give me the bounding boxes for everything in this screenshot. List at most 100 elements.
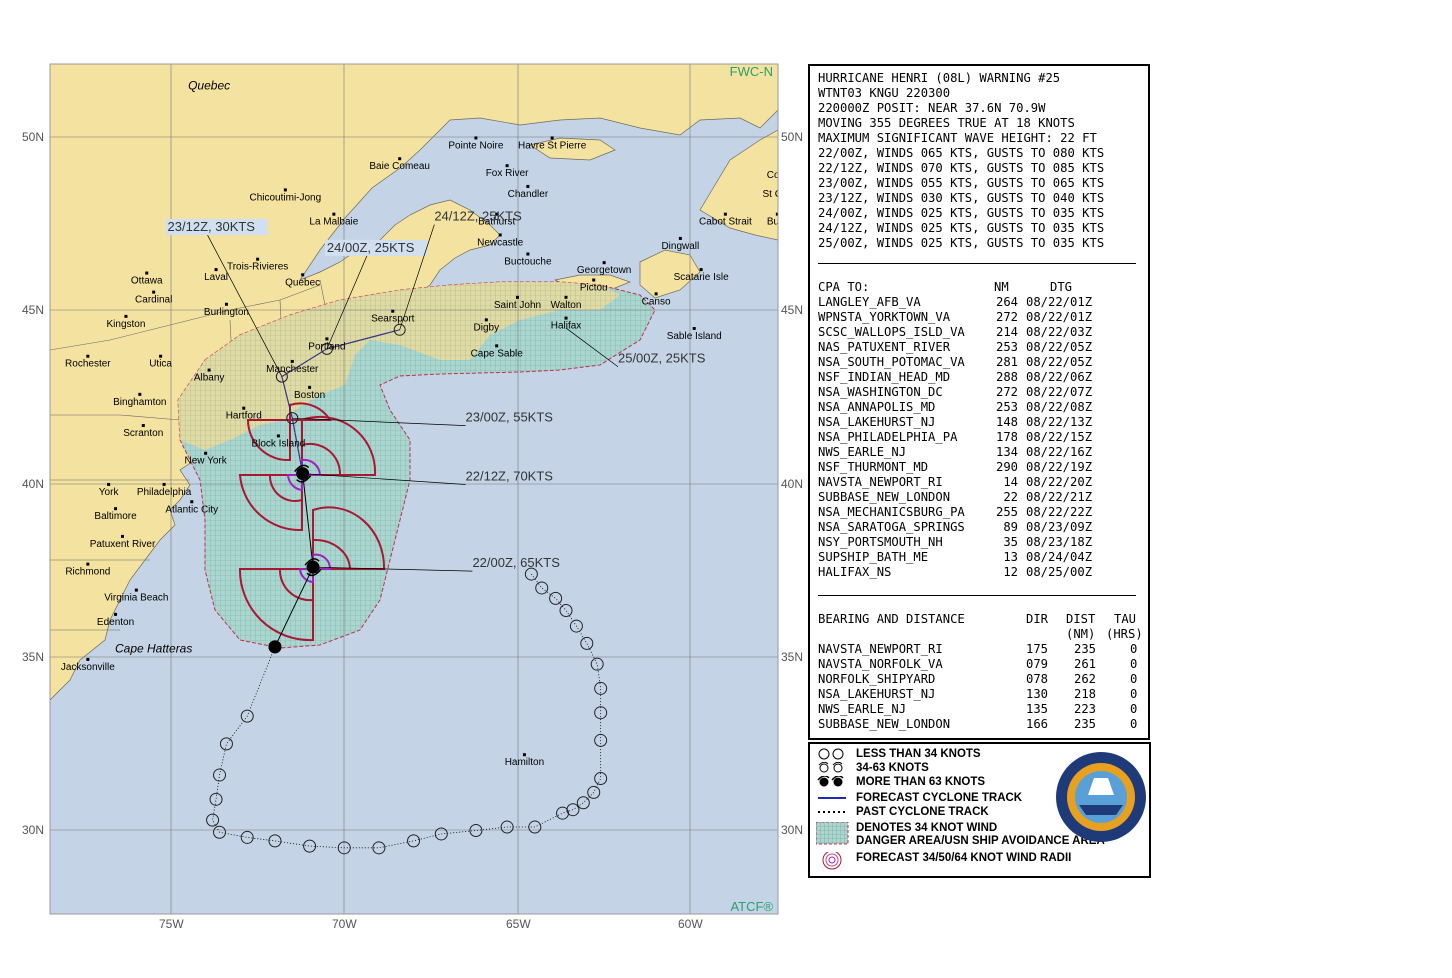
bearing-header-dist: DIST: [1066, 612, 1096, 626]
place-marker: [332, 212, 336, 216]
place-label: Block Island: [251, 438, 305, 449]
place-label: Corner Bro: [767, 170, 800, 181]
bearing-tau: 0: [1130, 687, 1138, 701]
place-label: Cape Hatteras: [115, 642, 192, 656]
warning-header-line: 22/00Z, WINDS 065 KTS, GUSTS TO 080 KTS: [818, 146, 1105, 160]
cpa-row: NAVSTA_NEWPORT_RI 14 08/22/20Z: [818, 475, 1148, 490]
past-track-marker: [549, 591, 563, 605]
place-marker: [276, 434, 280, 438]
lat-label-35n: 35N: [22, 650, 45, 664]
cpa-dtg: 08/25/00Z: [1026, 565, 1093, 579]
fwc-n-label: FWC-N: [730, 64, 773, 79]
lon-label-70w: 70W: [332, 917, 357, 931]
past-track-marker: [407, 834, 421, 848]
place-marker: [522, 753, 526, 757]
open-circle-icon: [816, 748, 850, 770]
storm-label: 23/12Z, 30KTS: [168, 219, 256, 234]
legend-item-label: DANGER AREA/USN SHIP AVOIDANCE AREA: [856, 835, 1105, 847]
place-label: Sable Island: [667, 331, 722, 342]
cpa-station: NSY_PORTSMOUTH_NH: [818, 535, 943, 549]
atcf-label: ATCF®: [730, 899, 773, 914]
past-track-marker: [580, 636, 594, 650]
cpa-station: SUPSHIP_BATH_ME: [818, 550, 929, 564]
past-track-marker: [528, 820, 542, 834]
legend-item-label: FORECAST 34/50/64 KNOT WIND RADII: [856, 852, 1072, 864]
place-marker: [495, 212, 499, 216]
hatched-box-icon: [815, 821, 850, 850]
past-track-marker: [372, 841, 386, 855]
cpa-distance-nm: 35: [1003, 535, 1018, 549]
place-marker: [159, 354, 163, 358]
place-label: Quebec: [188, 79, 230, 93]
lat-label-40n: 40N: [22, 477, 45, 491]
cpa-row: NSA_WASHINGTON_DC 272 08/22/07Z: [818, 385, 1148, 400]
lon-label-65w: 65W: [506, 917, 531, 931]
cpa-dtg: 08/22/03Z: [1026, 325, 1093, 339]
map-area: Quebec Pointe Noire Havre St Pierre Baie Co…: [22, 63, 804, 931]
cpa-dtg: 08/22/05Z: [1026, 355, 1093, 369]
place-label: Richmond: [65, 567, 110, 578]
place-marker: [86, 562, 90, 566]
cpa-row: NSA_SARATOGA_SPRINGS 89 08/23/09Z: [818, 520, 1148, 535]
past-track-marker: [524, 567, 538, 581]
place-marker: [654, 292, 658, 296]
past-track-marker: [594, 772, 608, 786]
place-marker: [207, 368, 211, 372]
storm-label: 25/00Z, 25KTS: [618, 351, 706, 366]
cpa-distance-nm: 12: [1003, 565, 1018, 579]
place-marker: [526, 252, 530, 256]
cpa-row: NSF_INDIAN_HEAD_MD 288 08/22/06Z: [818, 370, 1148, 385]
cpa-dtg: 08/22/07Z: [1026, 385, 1093, 399]
lat-label-45n: 45N: [22, 303, 45, 317]
place-label: Havre St Pierre: [518, 140, 587, 151]
warning-header-line: MAXIMUM SIGNIFICANT WAVE HEIGHT: 22 FT: [818, 131, 1097, 145]
place-marker: [107, 482, 111, 486]
place-label: Walton: [551, 300, 582, 311]
past-track-marker: [594, 733, 608, 747]
place-label: New York: [185, 456, 228, 467]
cpa-station: NWS_EARLE_NJ: [818, 445, 907, 459]
storm-label: 24/12Z, 25KTS: [434, 209, 522, 224]
place-label: Patuxent River: [90, 539, 156, 550]
warning-header-line: 220000Z POSIT: NEAR 37.6N 70.9W: [818, 101, 1046, 115]
storm-label-highlight: [165, 219, 268, 236]
place-label: Binghamton: [113, 397, 166, 408]
cpa-dtg: 08/23/09Z: [1026, 520, 1093, 534]
place-label: Atlantic City: [165, 504, 218, 515]
cpa-row: NSA_MECHANICSBURG_PA 255 08/22/22Z: [818, 505, 1148, 520]
place-marker: [114, 507, 118, 511]
place-label: Chicoutimi-Jong: [249, 192, 321, 203]
lat-label-30n-right: 30N: [781, 823, 804, 837]
current-position-marker: [268, 640, 282, 654]
separator: [818, 263, 1136, 264]
legend-item-label: DENOTES 34 KNOT WIND: [856, 822, 998, 834]
cpa-row: SCSC_WALLOPS_ISLD_VA 214 08/22/03Z: [818, 325, 1148, 340]
place-label: Newcastle: [477, 237, 524, 248]
storm-label-leader: [565, 327, 619, 368]
place-label: Laval: [204, 272, 228, 283]
bearing-row: NORFOLK_SHIPYARD 078 262 0: [818, 672, 1148, 687]
place-marker: [505, 164, 509, 168]
lat-label-50n-right: 50N: [781, 130, 804, 144]
cpa-header-nm: NM: [994, 280, 1009, 294]
cpa-distance-nm: 281: [995, 355, 1018, 369]
place-marker: [290, 359, 294, 363]
place-label: Albany: [194, 373, 225, 384]
cpa-dtg: 08/22/21Z: [1026, 490, 1093, 504]
storm-label-leader: [326, 255, 368, 350]
place-marker: [301, 273, 305, 277]
hurricane-symbol: [304, 558, 322, 577]
past-track-marker: [594, 681, 608, 695]
bearing-dir: 175: [1026, 642, 1049, 656]
place-marker: [124, 314, 128, 318]
cpa-distance-nm: 214: [995, 325, 1018, 339]
cpa-dtg: 08/22/08Z: [1026, 400, 1093, 414]
cpa-dtg: 08/23/18Z: [1026, 535, 1093, 549]
cpa-distance-nm: 272: [995, 385, 1018, 399]
place-label: Cape Sable: [471, 348, 524, 359]
cpa-row: NSA_SOUTH_POTOMAC_VA 281 08/22/05Z: [818, 355, 1148, 370]
bearing-station: NAVSTA_NORFOLK_VA: [818, 657, 943, 671]
place-marker: [592, 278, 596, 282]
land-anticosti: [529, 137, 616, 161]
warning-header-line: MOVING 355 DEGREES TRUE AT 18 KNOTS: [818, 116, 1075, 130]
